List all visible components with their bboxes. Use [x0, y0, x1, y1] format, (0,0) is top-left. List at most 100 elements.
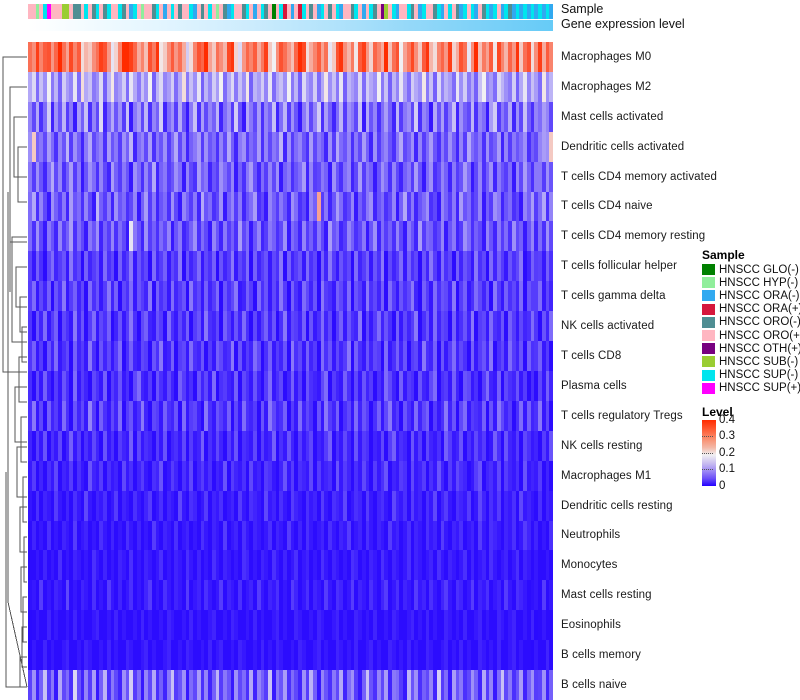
- heatmap-cell: [84, 251, 88, 282]
- sample-annotation-cell: [65, 4, 70, 19]
- heatmap-cell: [549, 221, 553, 252]
- heatmap-cell: [369, 311, 373, 342]
- heatmap-cell: [493, 520, 497, 551]
- heatmap-cell: [106, 221, 111, 252]
- sample-legend-item[interactable]: HNSCC ORA(+): [702, 303, 800, 316]
- heatmap-cell: [264, 610, 268, 641]
- heatmap-cell: [316, 71, 321, 102]
- heatmap-cell: [350, 161, 355, 192]
- heatmap-cell: [478, 430, 482, 461]
- heatmap-cell: [28, 161, 32, 192]
- sample-legend-item[interactable]: HNSCC OTH(+): [702, 342, 800, 355]
- heatmap-cell: [140, 191, 145, 222]
- heatmap-cell: [178, 71, 182, 102]
- heatmap-cell: [429, 161, 433, 192]
- heatmap-cell: [470, 430, 475, 461]
- heatmap-cell: [433, 221, 437, 252]
- sample-annotation-cell: [84, 4, 88, 19]
- heatmap-cell: [230, 101, 235, 132]
- heatmap-cell: [530, 161, 535, 192]
- heatmap-cell: [294, 101, 298, 132]
- heatmap-cell: [31, 370, 36, 401]
- heatmap-cell: [508, 430, 512, 461]
- heatmap-cell: [376, 161, 381, 192]
- heatmap-cell: [433, 131, 437, 162]
- sample-legend-item[interactable]: HNSCC SUP(-): [702, 369, 798, 382]
- heatmap-cell: [208, 221, 212, 252]
- heatmap-cell: [361, 610, 366, 641]
- heatmap-cell: [504, 520, 508, 551]
- sample-legend-item[interactable]: HNSCC HYP(-): [702, 276, 798, 289]
- heatmap-cell: [185, 311, 190, 342]
- heatmap-cell: [121, 610, 126, 641]
- heatmap-cell: [519, 400, 523, 431]
- row-label: Macrophages M1: [561, 469, 652, 482]
- heatmap-cell: [283, 460, 287, 491]
- heatmap-cell: [500, 101, 505, 132]
- heatmap-cell: [545, 520, 550, 551]
- heatmap-cell: [181, 161, 186, 192]
- sample-legend-item[interactable]: HNSCC SUP(+): [702, 382, 800, 395]
- heatmap-cell: [69, 221, 73, 252]
- heatmap-cell: [403, 251, 407, 282]
- heatmap-cell: [275, 311, 280, 342]
- heatmap-cell: [260, 460, 265, 491]
- heatmap-cell: [335, 640, 340, 671]
- heatmap-cell: [436, 640, 441, 671]
- heatmap-cell: [493, 400, 497, 431]
- heatmap-cell: [196, 341, 201, 371]
- heatmap-cell: [230, 460, 235, 491]
- heatmap-cell: [140, 580, 145, 611]
- heatmap-cell: [388, 191, 392, 222]
- sample-legend-item[interactable]: HNSCC ORO(+): [702, 329, 800, 342]
- sample-legend-item[interactable]: HNSCC ORA(-): [702, 289, 800, 302]
- heatmap-cell: [28, 221, 32, 252]
- heatmap-cell: [358, 460, 362, 491]
- heatmap-cell: [365, 42, 370, 72]
- sample-legend-item[interactable]: HNSCC GLO(-): [702, 263, 799, 276]
- heatmap-cell: [384, 550, 388, 581]
- row-label: Dendritic cells resting: [561, 499, 673, 512]
- heatmap-cell: [144, 311, 148, 342]
- heatmap-cell: [65, 460, 70, 491]
- heatmap-cell: [290, 610, 295, 641]
- heatmap-cell: [474, 251, 478, 282]
- heatmap-cell: [508, 490, 512, 521]
- heatmap-cell: [538, 520, 542, 551]
- heatmap-cell: [136, 430, 141, 461]
- heatmap-cell: [118, 101, 122, 132]
- heatmap-cell: [260, 161, 265, 192]
- sample-legend-item[interactable]: HNSCC SUB(-): [702, 355, 798, 368]
- sample-annotation-cell: [294, 4, 298, 19]
- heatmap-cell: [504, 251, 508, 282]
- heatmap-cell: [268, 400, 272, 431]
- heatmap-cell: [140, 430, 145, 461]
- heatmap-cell: [211, 400, 216, 431]
- heatmap-cell: [335, 430, 340, 461]
- heatmap-cell: [140, 610, 145, 641]
- heatmap-cell: [294, 131, 298, 162]
- heatmap-cell: [286, 640, 291, 671]
- heatmap-cell: [159, 42, 163, 72]
- sample-annotation-cell: [155, 4, 160, 19]
- heatmap-cell: [298, 490, 302, 521]
- heatmap-cell: [28, 610, 32, 641]
- heatmap-cell: [211, 341, 216, 371]
- sample-annotation-cell: [39, 4, 43, 19]
- heatmap-cell: [279, 191, 283, 222]
- heatmap-cell: [241, 251, 246, 282]
- sample-annotation-cell: [249, 4, 253, 19]
- heatmap-cell: [103, 101, 107, 132]
- heatmap-cell: [219, 400, 223, 431]
- heatmap-cell: [271, 580, 276, 611]
- sample-annotation-cell: [346, 4, 351, 19]
- heatmap-cell: [515, 430, 520, 461]
- heatmap-cell: [253, 42, 257, 72]
- heatmap-cell: [361, 520, 366, 551]
- heatmap-cell: [230, 251, 235, 282]
- sample-legend-item[interactable]: HNSCC ORO(-): [702, 316, 800, 329]
- heatmap-cell: [39, 460, 43, 491]
- heatmap-cell: [166, 71, 171, 102]
- heatmap-cell: [219, 251, 223, 282]
- heatmap-cell: [253, 281, 257, 312]
